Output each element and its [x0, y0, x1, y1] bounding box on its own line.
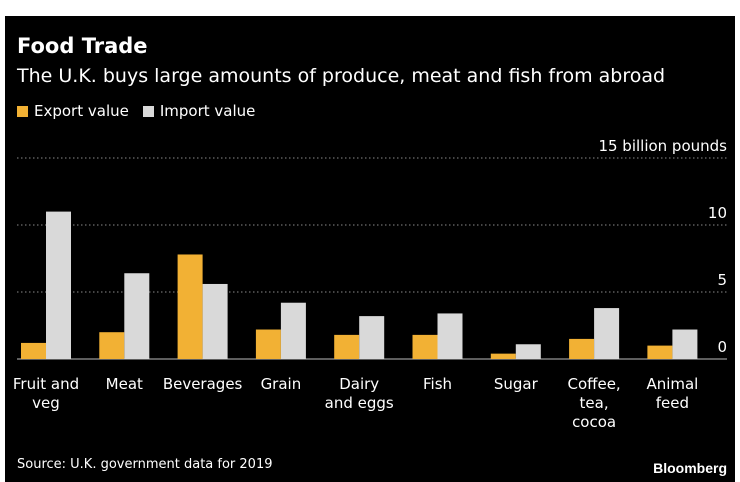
x-category-label: Meat — [106, 375, 143, 393]
legend-label-export: Export value — [34, 102, 129, 120]
export-bar-8 — [647, 345, 673, 359]
legend-item-export: Export value — [17, 102, 129, 120]
import-bar-8 — [672, 329, 698, 359]
x-category-label: Animal feed — [646, 375, 698, 412]
x-category-label: Fish — [423, 375, 452, 393]
legend: Export value Import value — [17, 102, 269, 120]
import-bar-1 — [124, 273, 150, 359]
export-bar-7 — [569, 338, 595, 359]
x-category-label: Beverages — [163, 375, 243, 393]
bar-chart: 0 5 10 15 billion pounds Fruit and veg Meat Bev… — [13, 137, 727, 431]
export-bar-2 — [177, 254, 203, 359]
legend-swatch-import — [142, 105, 154, 117]
y-tick-label: 10 — [708, 204, 727, 222]
export-bar-4 — [334, 334, 360, 359]
export-bar-1 — [99, 332, 125, 359]
legend-swatch-export — [17, 105, 28, 117]
y-tick-label: 15 billion pounds — [598, 137, 727, 155]
x-category-label: Dairy and eggs — [325, 375, 394, 412]
export-bar-0 — [21, 342, 46, 359]
x-category-label: Sugar — [494, 375, 539, 393]
import-bar-4 — [359, 316, 385, 359]
export-bar-3 — [255, 329, 281, 359]
chart-title: Food Trade — [17, 34, 148, 58]
legend-label-import: Import value — [159, 102, 256, 120]
export-bar-6 — [490, 353, 516, 359]
import-bar-6 — [515, 344, 541, 359]
y-tick-label: 5 — [717, 271, 727, 289]
brand-logo: Bloomberg — [653, 460, 727, 476]
import-bar-7 — [594, 308, 620, 359]
source-note: Source: U.K. government data for 2019 — [17, 457, 273, 472]
x-category-label: Fruit and veg — [13, 375, 79, 412]
chart-frame: Food Trade The U.K. buys large amounts o… — [5, 16, 735, 482]
import-bar-2 — [202, 283, 228, 359]
x-category-label: Grain — [261, 375, 302, 393]
export-bar-5 — [412, 334, 438, 359]
y-tick-label: 0 — [717, 338, 727, 356]
legend-item-import: Import value — [142, 102, 256, 120]
x-category-label: Coffee, tea, cocoa — [567, 375, 620, 431]
import-bar-3 — [280, 302, 306, 359]
import-bar-5 — [437, 313, 463, 359]
chart-subtitle: The U.K. buys large amounts of produce, … — [17, 65, 666, 87]
import-bar-0 — [46, 211, 71, 359]
